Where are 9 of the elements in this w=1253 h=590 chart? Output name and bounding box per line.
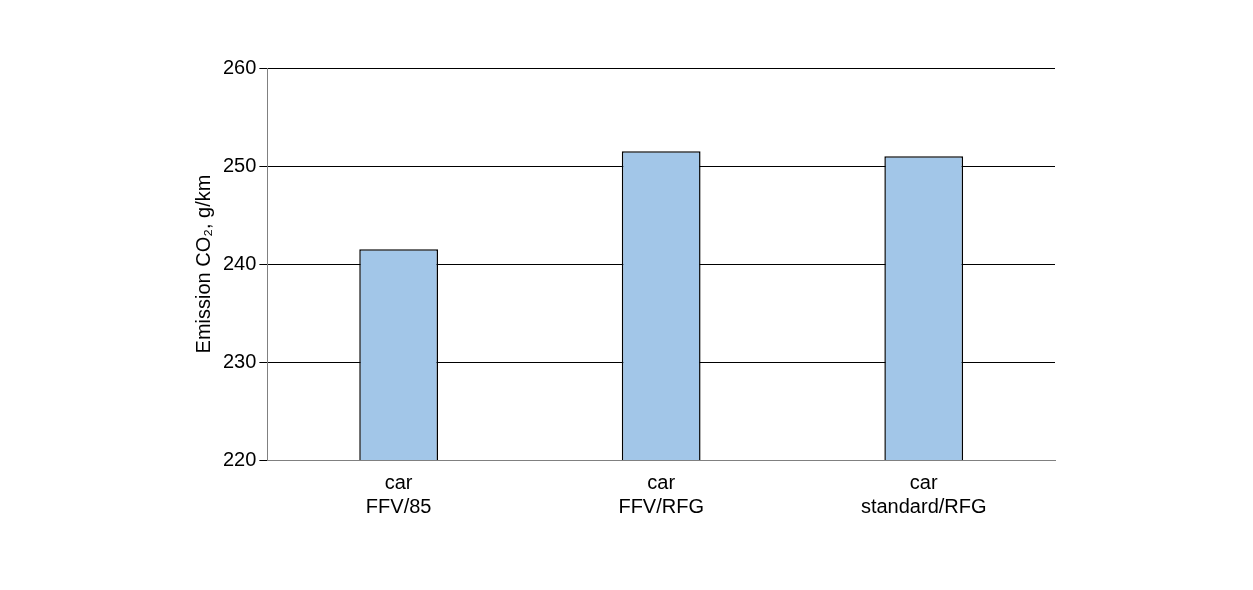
y-tick-label: 240	[222, 251, 257, 274]
x-tick-label: car FFV/85	[365, 470, 432, 517]
y-tick-label: 250	[222, 153, 257, 176]
y-tick-label: 220	[222, 447, 257, 470]
y-axis-title: Emission CO₂, g/km	[191, 174, 214, 354]
y-tick-label: 230	[222, 349, 257, 372]
x-tick-label: car standard/RFG	[860, 470, 987, 517]
y-tick-label: 260	[222, 55, 257, 78]
x-tick-label: car FFV/RFG	[618, 470, 704, 517]
